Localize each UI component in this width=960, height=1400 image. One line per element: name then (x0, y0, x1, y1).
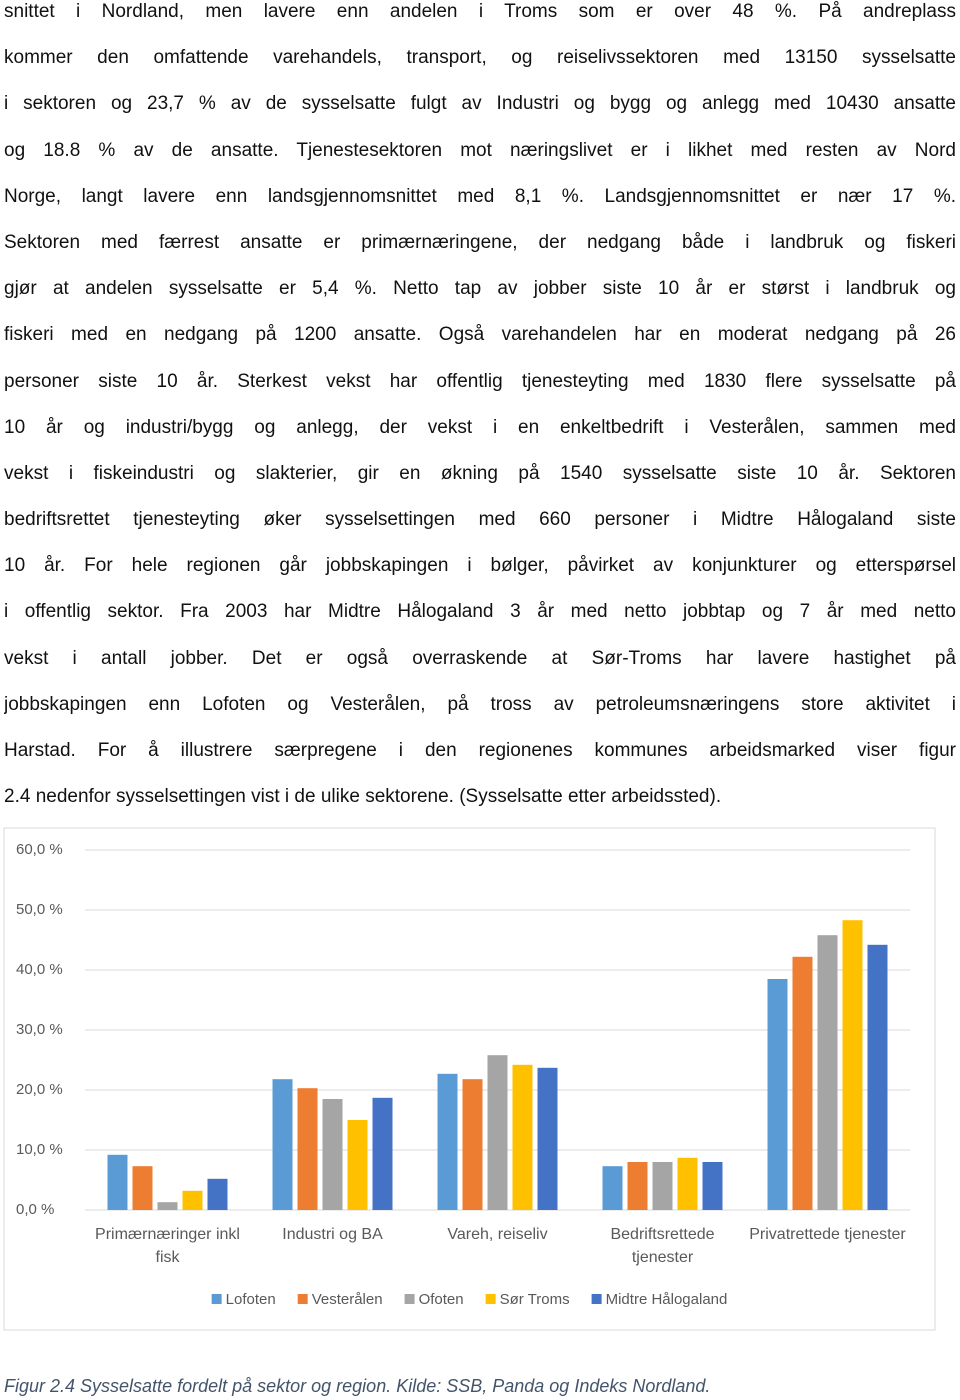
text-line: i sektoren og 23,7 % av de sysselsatte f… (4, 93, 956, 115)
bar (817, 935, 838, 1210)
text-line: og 18.8 % av de ansatte. Tjenestesektore… (4, 139, 956, 161)
bar (842, 920, 863, 1210)
text-line: 10 år. For hele regionen går jobbskaping… (4, 555, 956, 577)
text-line: i offentlig sektor. Fra 2003 har Midtre … (4, 601, 956, 623)
legend-label: Vesterålen (312, 1291, 383, 1308)
text-line: fiskeri med en nedgang på 1200 ansatte. … (4, 324, 956, 346)
bar (677, 1157, 698, 1210)
text-line: kommer den omfattende varehandels, trans… (4, 47, 956, 69)
y-tick-label: 20,0 % (16, 1081, 63, 1098)
bar (272, 1079, 293, 1210)
y-tick-label: 30,0 % (16, 1021, 63, 1038)
bar (132, 1166, 153, 1210)
bar (297, 1088, 318, 1210)
y-tick-label: 40,0 % (16, 961, 63, 978)
bar (207, 1178, 228, 1210)
y-tick-label: 10,0 % (16, 1141, 63, 1158)
text-line: vekst i antall jobber. Det er også overr… (4, 647, 956, 669)
bar (157, 1202, 178, 1210)
legend-swatch (211, 1294, 222, 1304)
figure-caption: Figur 2.4 Sysselsatte fordelt på sektor … (4, 1376, 711, 1396)
text-line: Norge, langt lavere enn landsgjennomsnit… (4, 185, 956, 207)
text-line: gjør at andelen sysselsatte er 5,4 %. Ne… (4, 278, 956, 300)
bar (767, 979, 788, 1210)
text-line: Sektoren med færrest ansatte er primærnæ… (4, 231, 956, 253)
bar (537, 1067, 558, 1210)
legend-label: Midtre Hålogaland (606, 1291, 728, 1308)
text-line: Harstad. For å illustrere særpregene i d… (4, 740, 956, 761)
x-tick-label: Bedriftsrettede tjenester (610, 1226, 715, 1266)
x-tick-label: Vareh, reiseliv (447, 1226, 548, 1243)
text-line: 10 år og industri/bygg og anlegg, der ve… (4, 416, 956, 438)
text-line: bedriftsrettet tjenesteyting øker syssel… (4, 509, 956, 531)
bar (702, 1162, 723, 1210)
y-tick-label: 50,0 % (16, 901, 63, 918)
legend-label: Lofoten (226, 1291, 276, 1308)
bar (107, 1154, 128, 1210)
text-line: 2.4 nedenfor sysselsettingen vist i de u… (4, 786, 722, 808)
x-tick-label: Industri og BA (282, 1226, 383, 1243)
body-text: snittet i Nordland, men lavere enn andel… (4, 0, 956, 820)
bar (462, 1079, 483, 1210)
bar (372, 1097, 393, 1210)
text-line: personer siste 10 år. Sterkest vekst har… (4, 370, 956, 392)
bar (602, 1166, 623, 1210)
bar (322, 1099, 343, 1210)
x-tick-label: Primærnæringer inkl fisk (95, 1226, 240, 1266)
bar (627, 1162, 648, 1210)
bar (512, 1064, 533, 1210)
bar (792, 956, 813, 1210)
bar (487, 1055, 508, 1210)
text-line: snittet i Nordland, men lavere enn andel… (4, 1, 956, 22)
legend-label: Ofoten (419, 1291, 464, 1308)
y-tick-label: 0,0 % (16, 1201, 54, 1218)
legend-swatch (297, 1294, 308, 1304)
text-line: vekst i fiskeindustri og slakterier, gir… (4, 462, 956, 484)
bar (182, 1190, 203, 1210)
bar (652, 1162, 673, 1210)
text-line: jobbskapingen enn Lofoten og Vesterålen,… (4, 693, 956, 715)
y-tick-label: 60,0 % (16, 841, 63, 858)
legend-label: Sør Troms (500, 1291, 570, 1308)
legend-swatch (591, 1294, 602, 1304)
bar (437, 1073, 458, 1210)
x-tick-label: Privatrettede tjenester (749, 1226, 906, 1243)
legend-swatch (404, 1294, 415, 1304)
bar (867, 944, 888, 1210)
legend-swatch (485, 1294, 496, 1304)
bar (347, 1120, 368, 1210)
